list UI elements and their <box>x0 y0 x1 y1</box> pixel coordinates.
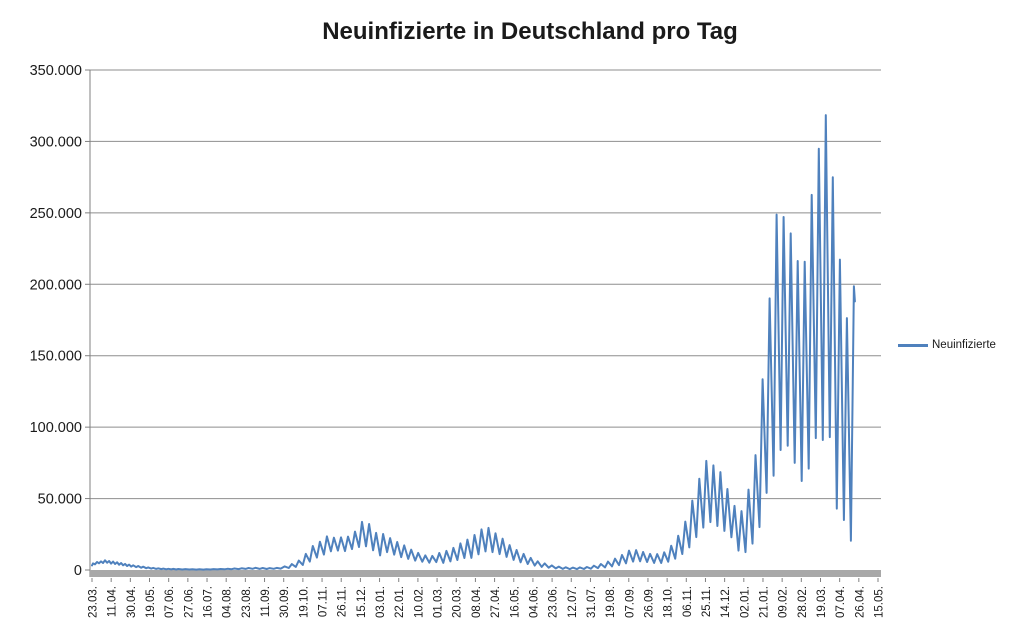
y-axis-tick-label: 200.000 <box>30 277 82 293</box>
x-axis-tick-label: 28.02. <box>797 586 809 618</box>
x-axis-tick-label: 07.04. <box>835 586 847 618</box>
y-axis-tick-label: 100.000 <box>30 420 82 436</box>
x-axis-tick-label: 04.06. <box>528 586 540 618</box>
legend-line-swatch <box>898 343 928 347</box>
x-axis-tick-label: 01.03. <box>433 586 445 618</box>
y-axis-tick-label: 150.000 <box>30 349 82 365</box>
x-axis-tick-label: 07.11. <box>318 586 330 617</box>
x-axis-tick-label: 15.12. <box>356 586 368 618</box>
x-axis-tick-label: 15.05. <box>874 586 886 618</box>
x-axis-tick-label: 10.02. <box>413 586 425 618</box>
chart-title: Neuinfizierte in Deutschland pro Tag <box>322 18 738 45</box>
x-axis-tick-label: 18.10. <box>663 586 675 618</box>
y-axis-tick-label: 350.000 <box>30 63 82 79</box>
x-axis-tick-label: 21.01. <box>758 586 770 618</box>
x-axis-tick-label: 27.04. <box>490 586 502 618</box>
x-axis-tick-label: 16.05. <box>509 586 521 618</box>
x-axis-tick-label: 19.10. <box>298 586 310 618</box>
y-axis-tick-label: 0 <box>74 563 82 579</box>
x-axis-tick-label: 07.09. <box>624 586 636 618</box>
x-axis-tick-label: 04.08. <box>222 586 234 618</box>
x-axis-tick-label: 09.02. <box>778 586 790 618</box>
legend: Neuinfizierte <box>898 339 996 351</box>
y-axis-tick-label: 300.000 <box>30 134 82 150</box>
x-axis-tick-label: 26.09. <box>643 586 655 618</box>
x-axis-tick-label: 23.03. <box>88 586 100 618</box>
x-axis-tick-label: 12.07. <box>567 586 579 618</box>
x-axis-tick-label: 02.01. <box>739 586 751 618</box>
x-axis-tick-label: 30.09. <box>279 586 291 618</box>
x-axis-tick-label: 07.06. <box>164 586 176 618</box>
legend-label: Neuinfizierte <box>932 339 996 351</box>
x-axis-tick-label: 20.03. <box>452 586 464 618</box>
x-axis-tick-label: 19.08. <box>605 586 617 618</box>
y-axis-tick-label: 250.000 <box>30 206 82 222</box>
x-axis-tick-label: 11.09. <box>260 586 272 617</box>
x-axis-tick-label: 03.01. <box>375 586 387 618</box>
x-axis-tick-label: 08.04. <box>471 586 483 618</box>
x-axis-tick-label: 31.07. <box>586 586 598 618</box>
x-axis-tick-label: 23.08. <box>241 586 253 618</box>
x-axis-tick-label: 11.04. <box>107 586 119 617</box>
x-axis-tick-label: 06.11. <box>682 586 694 617</box>
x-axis-tick-label: 25.11. <box>701 586 713 617</box>
x-axis-tick-label: 19.05. <box>145 586 157 618</box>
x-axis-tick-label: 27.06. <box>183 586 195 618</box>
x-axis-band <box>90 570 881 577</box>
x-axis-tick-label: 16.07. <box>203 586 215 618</box>
y-axis-tick-label: 50.000 <box>38 492 82 508</box>
x-axis-tick-label: 30.04. <box>126 586 138 618</box>
x-axis-tick-label: 14.12. <box>720 586 732 618</box>
x-axis-tick-label: 19.03. <box>816 586 828 618</box>
x-axis-tick-label: 23.06. <box>548 586 560 618</box>
x-axis-tick-label: 26.04. <box>854 586 866 618</box>
x-axis-tick-label: 26.11. <box>337 586 349 617</box>
x-axis-tick-label: 22.01. <box>394 586 406 618</box>
data-line-neuinfizierte <box>91 114 856 571</box>
